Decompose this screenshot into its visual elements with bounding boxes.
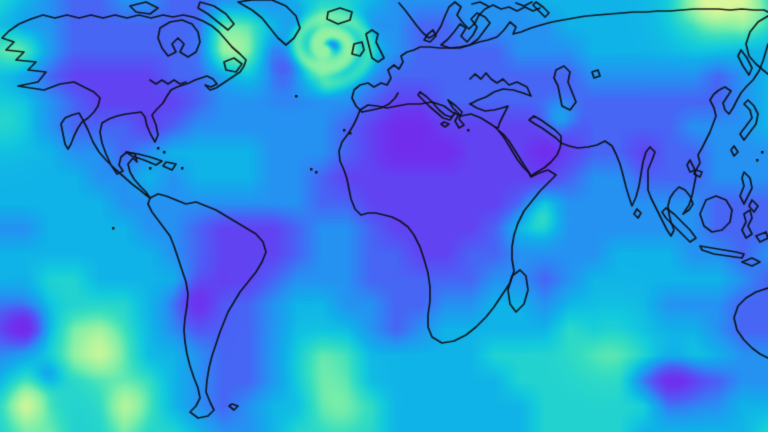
weather-map-viewport [0, 0, 768, 432]
wind-map-canvas[interactable] [0, 0, 768, 432]
